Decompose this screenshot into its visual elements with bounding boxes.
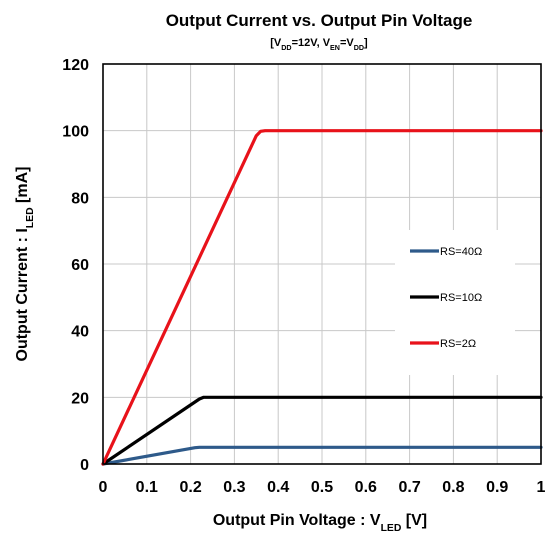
x-tick-labels: 0 0.1 0.2 0.3 0.4 0.5 0.6 0.7 0.8 0.9 1 xyxy=(99,479,546,496)
label-text: =V xyxy=(340,37,354,49)
chart-title: Output Current vs. Output Pin Voltage xyxy=(166,11,473,30)
x-tick-label: 0.4 xyxy=(267,479,289,496)
x-tick-label: 0.6 xyxy=(355,479,377,496)
y-axis-label: Output Current : ILED [mA] xyxy=(14,167,36,362)
y-tick-label: 40 xyxy=(71,324,89,341)
x-tick-label: 0.3 xyxy=(223,479,245,496)
x-tick-label: 0.9 xyxy=(486,479,508,496)
x-axis-label: Output Pin Voltage : VLED [V] xyxy=(213,512,427,533)
y-tick-label: 80 xyxy=(71,190,89,207)
x-tick-label: 0.2 xyxy=(179,479,201,496)
subscript-text: LED xyxy=(381,523,402,533)
y-tick-label: 60 xyxy=(71,257,89,274)
legend-label: RS=2Ω xyxy=(440,338,476,350)
label-text: ] xyxy=(364,37,368,49)
label-text: Output Pin Voltage : V xyxy=(213,512,381,529)
y-tick-label: 100 xyxy=(62,124,89,141)
y-tick-labels: 0 20 40 60 80 100 120 xyxy=(62,57,89,474)
series-line-2 xyxy=(101,129,543,466)
legend-box xyxy=(395,230,515,375)
label-text: Output Current : I xyxy=(14,228,31,361)
legend: RS=40Ω RS=10Ω RS=2Ω xyxy=(395,230,515,375)
series-lines xyxy=(101,129,543,466)
label-text: =12V, V xyxy=(292,37,331,49)
chart-subtitle: [VDD=12V, VEN=VDD] xyxy=(270,37,368,52)
x-tick-label: 0.8 xyxy=(442,479,464,496)
legend-label: RS=10Ω xyxy=(440,292,482,304)
subscript-text: EN xyxy=(330,44,340,52)
x-tick-label: 1 xyxy=(537,479,546,496)
x-tick-label: 0.5 xyxy=(311,479,333,496)
x-tick-label: 0 xyxy=(99,479,108,496)
series-line-1 xyxy=(101,395,543,466)
x-tick-label: 0.1 xyxy=(136,479,158,496)
legend-label: RS=40Ω xyxy=(440,246,482,258)
subscript-text: LED xyxy=(25,207,36,228)
y-tick-label: 20 xyxy=(71,390,89,407)
y-tick-label: 120 xyxy=(62,57,89,74)
label-text: [V] xyxy=(401,512,427,529)
subscript-text: DD xyxy=(354,44,364,52)
y-tick-label: 0 xyxy=(80,457,89,474)
subscript-text: DD xyxy=(281,44,291,52)
label-text: [V xyxy=(270,37,282,49)
x-tick-label: 0.7 xyxy=(398,479,420,496)
plot-frame xyxy=(102,63,542,465)
label-text: [mA] xyxy=(14,167,31,208)
series-line-0 xyxy=(101,445,543,466)
